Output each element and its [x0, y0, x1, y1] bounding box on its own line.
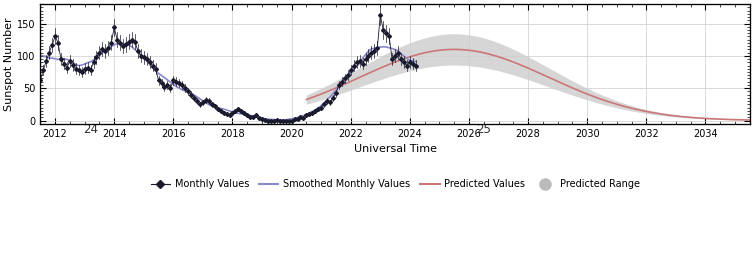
- Y-axis label: Sunspot Number: Sunspot Number: [5, 17, 14, 111]
- Legend: Monthly Values, Smoothed Monthly Values, Predicted Values, Predicted Range: Monthly Values, Smoothed Monthly Values,…: [147, 175, 643, 193]
- Text: 25: 25: [477, 123, 491, 136]
- Text: 24: 24: [83, 123, 98, 136]
- X-axis label: Universal Time: Universal Time: [354, 144, 437, 154]
